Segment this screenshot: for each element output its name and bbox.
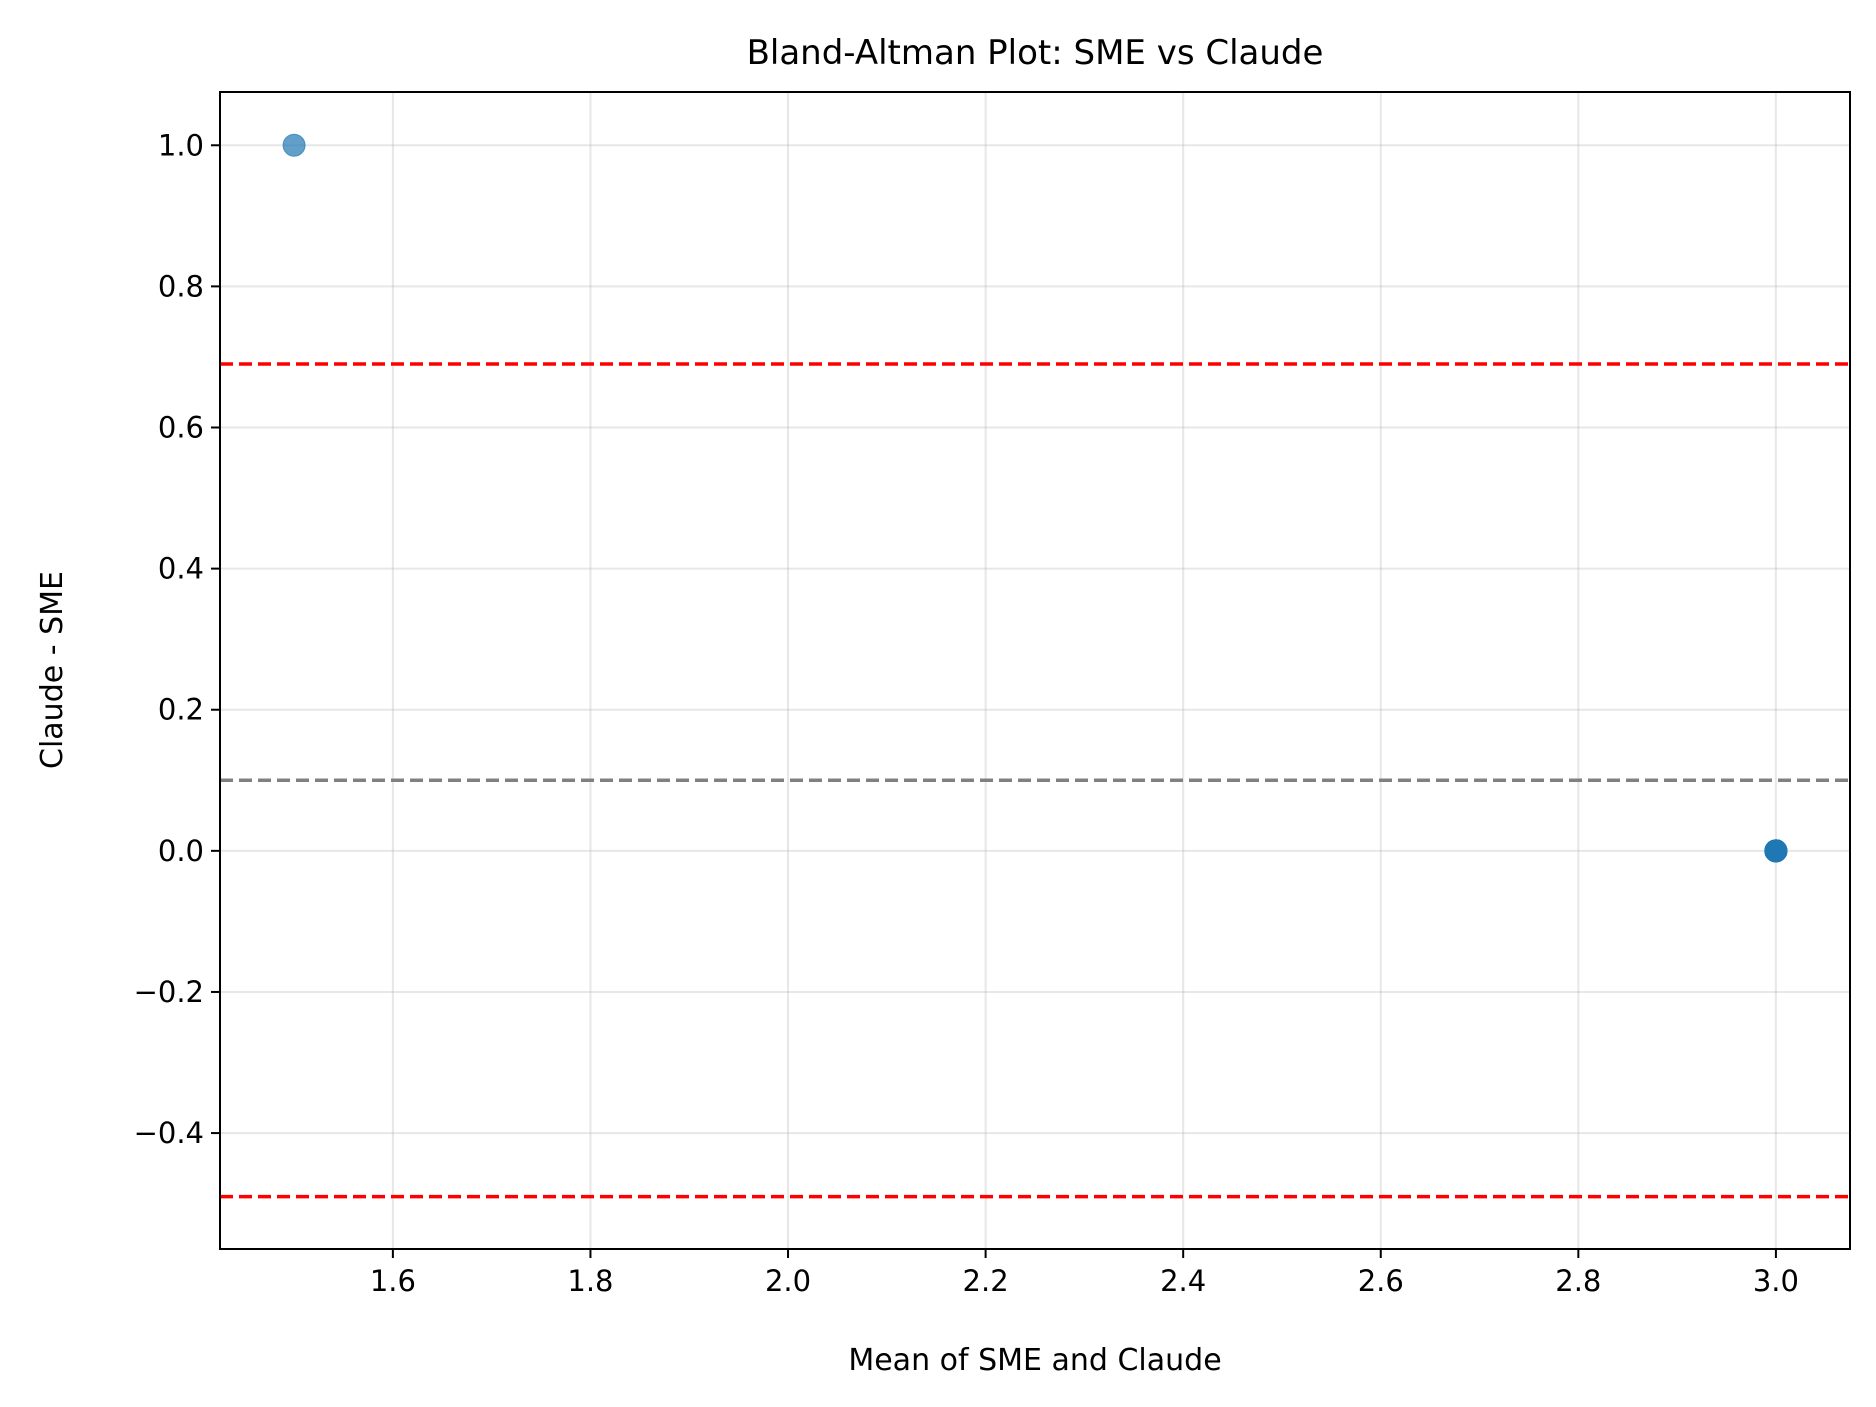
x-tick-label: 2.6 (1358, 1264, 1404, 1298)
y-axis-label: Claude - SME (35, 571, 70, 769)
x-tick-label: 1.8 (567, 1264, 613, 1298)
y-tick-label: −0.4 (134, 1116, 204, 1150)
y-tick-label: −0.2 (134, 975, 204, 1009)
x-axis-label: Mean of SME and Claude (848, 1343, 1221, 1378)
y-tick-label: 0.8 (158, 269, 204, 303)
axes (211, 144, 1777, 1258)
x-tick-label: 2.4 (1160, 1264, 1206, 1298)
y-tick-label: 0.4 (158, 552, 204, 586)
y-tick-label: 0.2 (158, 693, 204, 727)
x-tick-label: 1.6 (370, 1264, 416, 1298)
x-tick-label: 2.8 (1555, 1264, 1601, 1298)
x-tick-label: 3.0 (1753, 1264, 1799, 1298)
data-point (282, 133, 306, 157)
grid-layer (220, 92, 1850, 1249)
y-tick-label: 0.0 (158, 834, 204, 868)
data-points (282, 133, 1788, 863)
tick-labels: 1.6 1.8 2.0 2.2 2.4 2.6 2.8 3.0 −0.4 −0.2 0.0 0.2 0.… (134, 128, 1799, 1298)
chart-title: Bland-Altman Plot: SME vs Claude (747, 33, 1324, 73)
reference-lines (220, 362, 1850, 1199)
data-point (1764, 839, 1788, 863)
x-tick-label: 2.0 (765, 1264, 811, 1298)
y-tick-label: 0.6 (158, 411, 204, 445)
y-tick-label: 1.0 (158, 128, 204, 162)
x-tick-label: 2.2 (963, 1264, 1009, 1298)
plot-frame (219, 91, 1851, 1250)
